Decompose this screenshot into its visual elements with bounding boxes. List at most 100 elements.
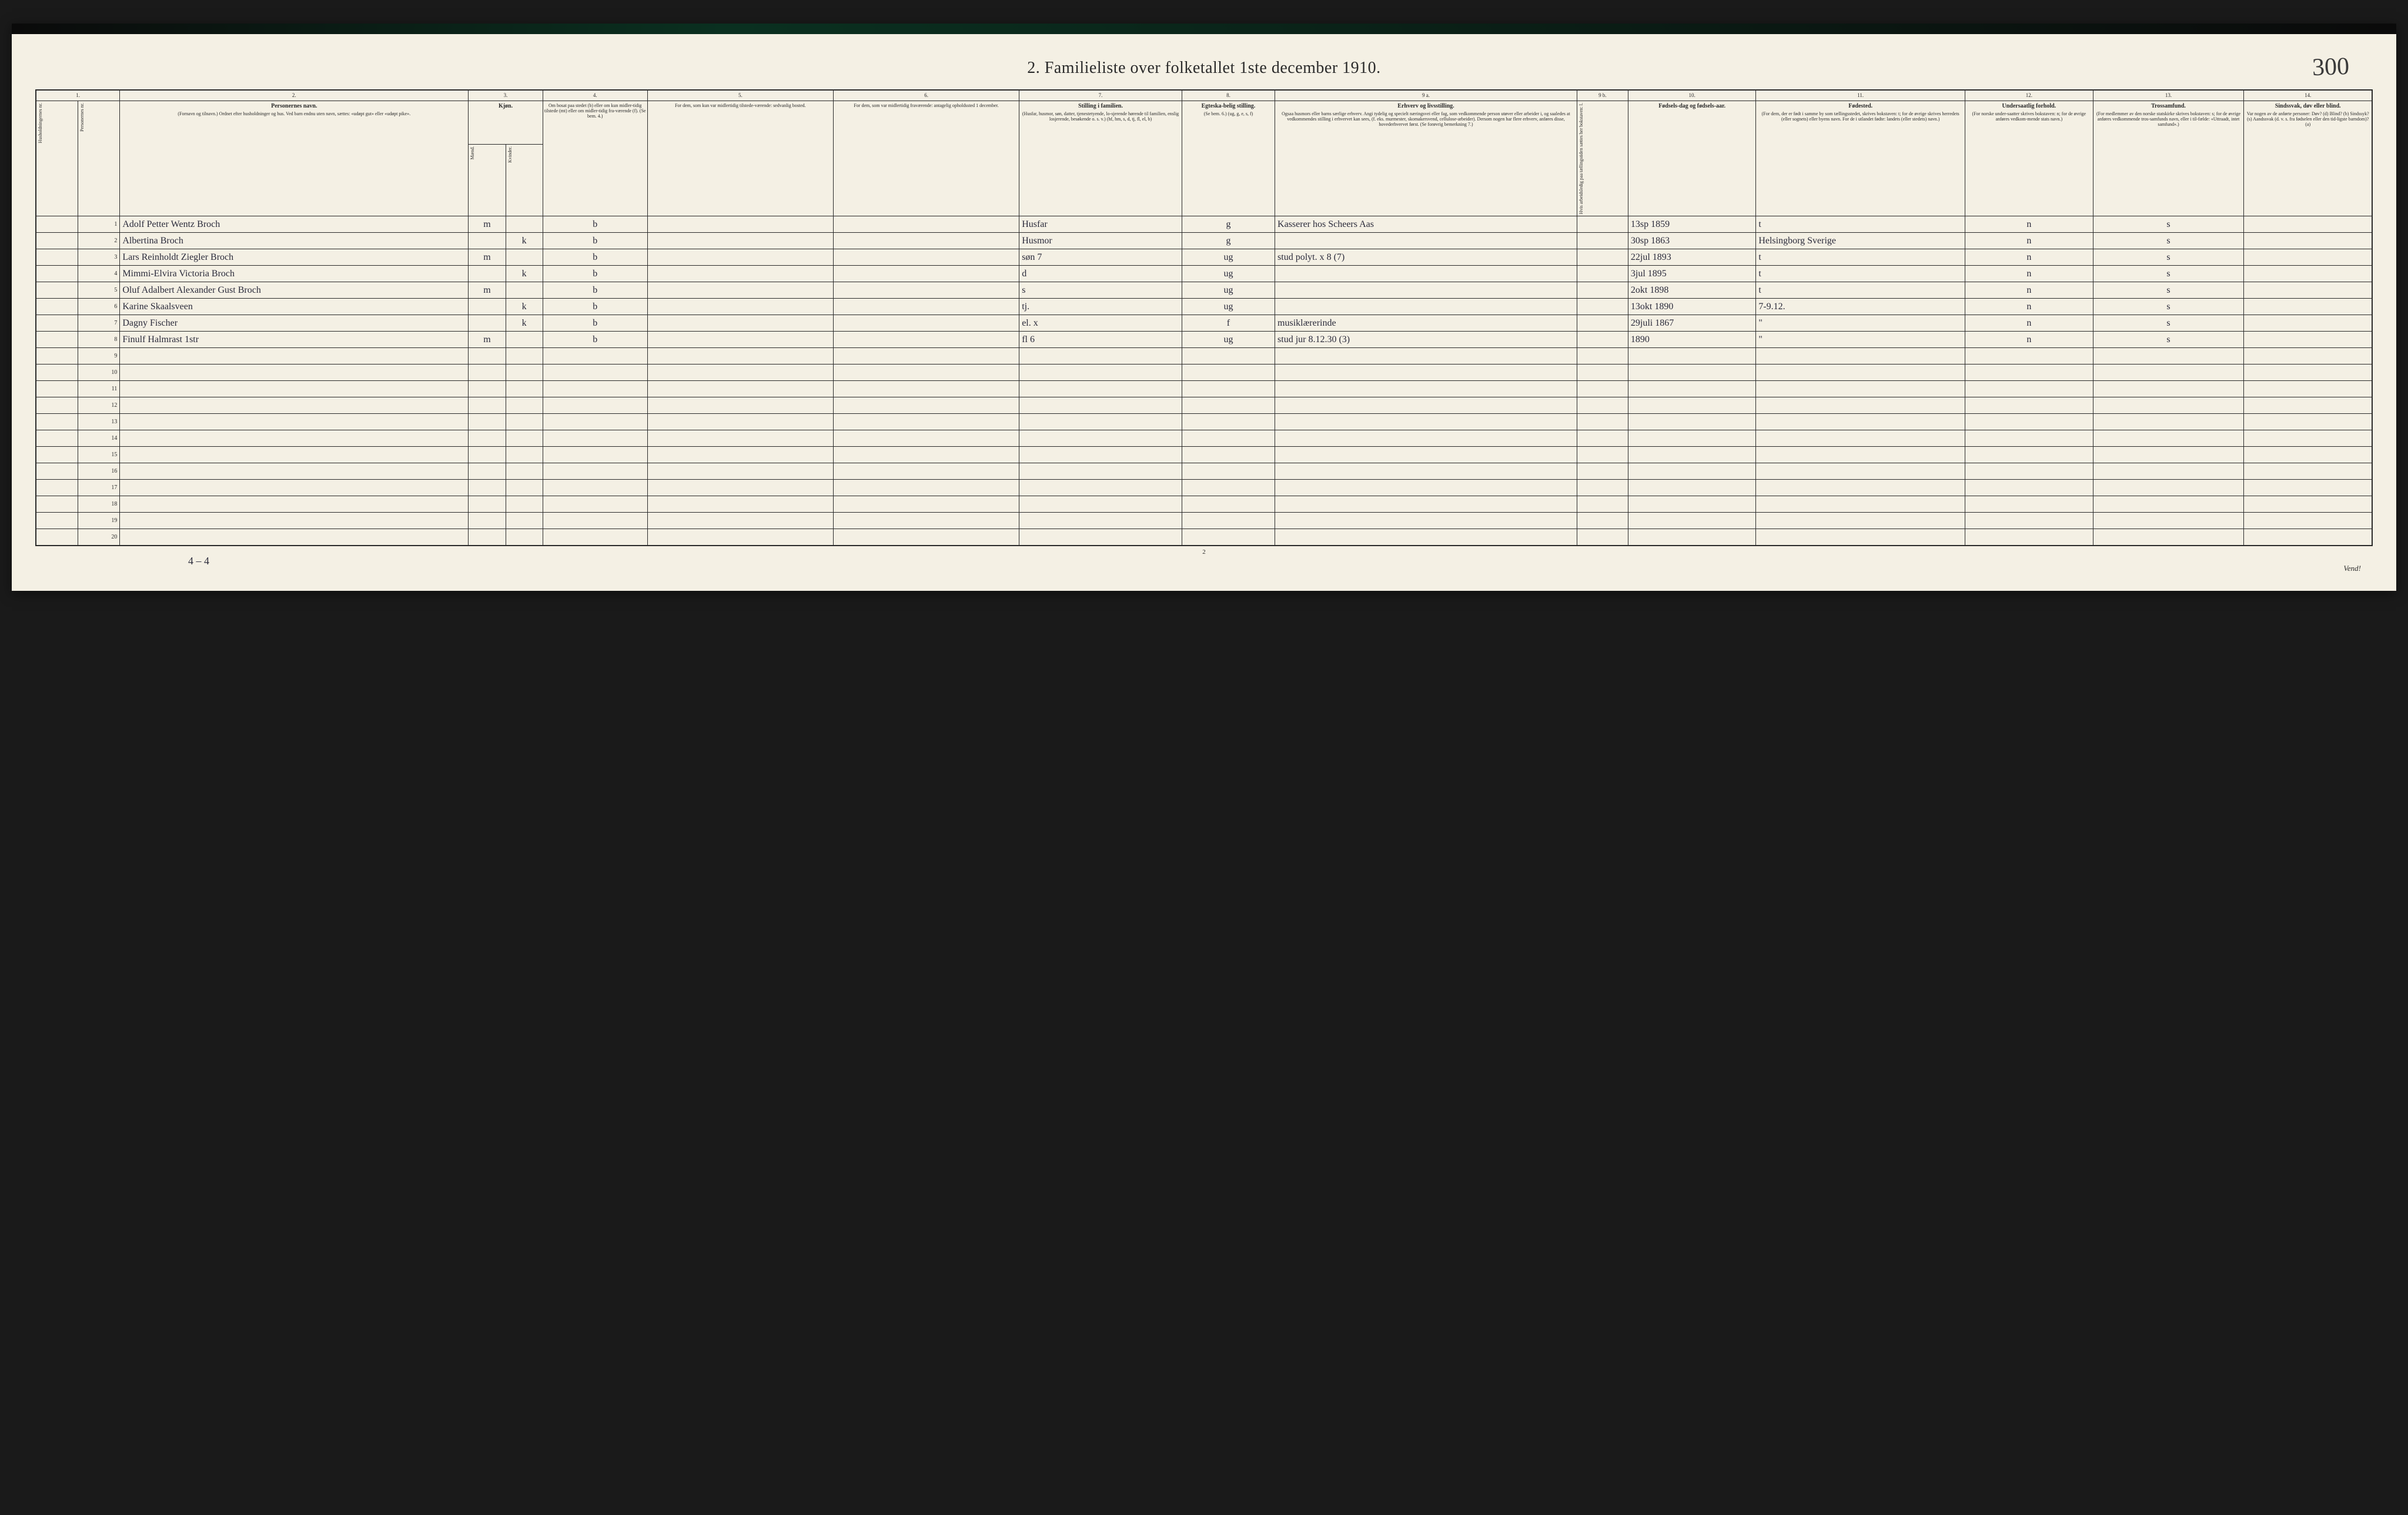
cell-name: Oluf Adalbert Alexander Gust Broch	[120, 282, 469, 299]
colnum: 9 b.	[1577, 91, 1628, 101]
household-nr	[36, 249, 78, 266]
cell-nationality: n	[1965, 332, 2093, 348]
cell-sex-m	[469, 233, 506, 249]
cell-disability	[2244, 299, 2372, 315]
cell-temp-present	[647, 299, 833, 315]
cell-residence: b	[543, 332, 647, 348]
cell-nationality: n	[1965, 299, 2093, 315]
header-birthdate: Fødsels-dag og fødsels-aar.	[1628, 101, 1755, 216]
cell-temp-present	[647, 332, 833, 348]
table-row-empty: 13	[36, 414, 2372, 430]
cell-birthdate: 2okt 1898	[1628, 282, 1755, 299]
cell-family-pos: tj.	[1019, 299, 1182, 315]
colnum: 3.	[469, 91, 543, 101]
table-row: 3Lars Reinholdt Ziegler Brochmbsøn 7ugst…	[36, 249, 2372, 266]
header-household-nr: Husholdningernes nr.	[36, 101, 78, 216]
household-nr	[36, 513, 78, 529]
header-religion: Trossamfund.(For medlemmer av den norske…	[2093, 101, 2244, 216]
cell-temp-absent	[833, 233, 1019, 249]
cell-sex-k: k	[506, 266, 543, 282]
table-row-empty: 16	[36, 463, 2372, 480]
cell-name: Lars Reinholdt Ziegler Broch	[120, 249, 469, 266]
cell-residence: b	[543, 266, 647, 282]
cell-name: Karine Skaalsveen	[120, 299, 469, 315]
cell-religion: s	[2093, 266, 2244, 282]
cell-family-pos: Husmor	[1019, 233, 1182, 249]
header-birthplace: Fødested.(For dem, der er født i samme b…	[1756, 101, 1965, 216]
cell-disability	[2244, 233, 2372, 249]
cell-unemployed	[1577, 249, 1628, 266]
cell-unemployed	[1577, 233, 1628, 249]
cell-family-pos: el. x	[1019, 315, 1182, 332]
cell-occupation	[1275, 299, 1577, 315]
cell-disability	[2244, 282, 2372, 299]
header-sex: Kjøn.	[469, 101, 543, 144]
person-nr: 13	[78, 414, 120, 430]
cell-sex-k: k	[506, 299, 543, 315]
document-title: 2. Familieliste over folketallet 1ste de…	[35, 59, 2373, 78]
cell-family-pos: d	[1019, 266, 1182, 282]
cell-birthplace: Helsingborg Sverige	[1756, 233, 1965, 249]
person-nr: 2	[78, 233, 120, 249]
person-nr: 16	[78, 463, 120, 480]
cell-residence: b	[543, 233, 647, 249]
cell-marital: ug	[1182, 282, 1275, 299]
cell-religion: s	[2093, 282, 2244, 299]
cell-disability	[2244, 315, 2372, 332]
colnum: 2.	[120, 91, 469, 101]
person-nr: 15	[78, 447, 120, 463]
table-row: 1Adolf Petter Wentz BrochmbHusfargKasser…	[36, 216, 2372, 233]
cell-nationality: n	[1965, 216, 2093, 233]
colnum: 10.	[1628, 91, 1755, 101]
colnum: 12.	[1965, 91, 2093, 101]
header-family-pos: Stilling i familien.(Husfar, husmor, søn…	[1019, 101, 1182, 216]
person-nr: 8	[78, 332, 120, 348]
header-disability: Sindssvak, døv eller blind.Var nogen av …	[2244, 101, 2372, 216]
cell-sex-k: k	[506, 315, 543, 332]
table-row-empty: 15	[36, 447, 2372, 463]
cell-occupation	[1275, 266, 1577, 282]
cell-marital: ug	[1182, 249, 1275, 266]
colnum: 8.	[1182, 91, 1275, 101]
cell-sex-m: m	[469, 282, 506, 299]
cell-temp-present	[647, 315, 833, 332]
household-nr	[36, 332, 78, 348]
colnum: 14.	[2244, 91, 2372, 101]
cell-occupation: stud polyt. x 8 (7)	[1275, 249, 1577, 266]
header-temp-absent: For dem, som var midlertidig fraværende:…	[833, 101, 1019, 216]
cell-birthdate: 3jul 1895	[1628, 266, 1755, 282]
cell-birthdate: 1890	[1628, 332, 1755, 348]
header-female: Kvinder.	[506, 144, 543, 216]
cell-occupation: Kasserer hos Scheers Aas	[1275, 216, 1577, 233]
colnum: 7.	[1019, 91, 1182, 101]
cell-sex-m	[469, 315, 506, 332]
cell-religion: s	[2093, 332, 2244, 348]
cell-religion: s	[2093, 233, 2244, 249]
colnum: 4.	[543, 91, 647, 101]
cell-birthdate: 22jul 1893	[1628, 249, 1755, 266]
cell-temp-absent	[833, 249, 1019, 266]
cell-unemployed	[1577, 282, 1628, 299]
household-nr	[36, 266, 78, 282]
person-nr: 18	[78, 496, 120, 513]
cell-religion: s	[2093, 299, 2244, 315]
table-header: 1. 2. 3. 4. 5. 6. 7. 8. 9 a. 9 b. 10. 11…	[36, 91, 2372, 216]
person-nr: 7	[78, 315, 120, 332]
colnum: 6.	[833, 91, 1019, 101]
table-row-empty: 12	[36, 397, 2372, 414]
cell-nationality: n	[1965, 233, 2093, 249]
cell-unemployed	[1577, 216, 1628, 233]
table-row-empty: 10	[36, 364, 2372, 381]
cell-residence: b	[543, 216, 647, 233]
table-row-empty: 9	[36, 348, 2372, 364]
census-table: 1. 2. 3. 4. 5. 6. 7. 8. 9 a. 9 b. 10. 11…	[36, 90, 2372, 546]
binding-edge	[12, 24, 2396, 34]
household-nr	[36, 216, 78, 233]
colnum: 13.	[2093, 91, 2244, 101]
cell-name: Mimmi-Elvira Victoria Broch	[120, 266, 469, 282]
cell-marital: g	[1182, 216, 1275, 233]
header-nationality: Undersaatlig forhold.(For norske under-s…	[1965, 101, 2093, 216]
person-nr: 12	[78, 397, 120, 414]
cell-temp-present	[647, 282, 833, 299]
cell-occupation	[1275, 233, 1577, 249]
